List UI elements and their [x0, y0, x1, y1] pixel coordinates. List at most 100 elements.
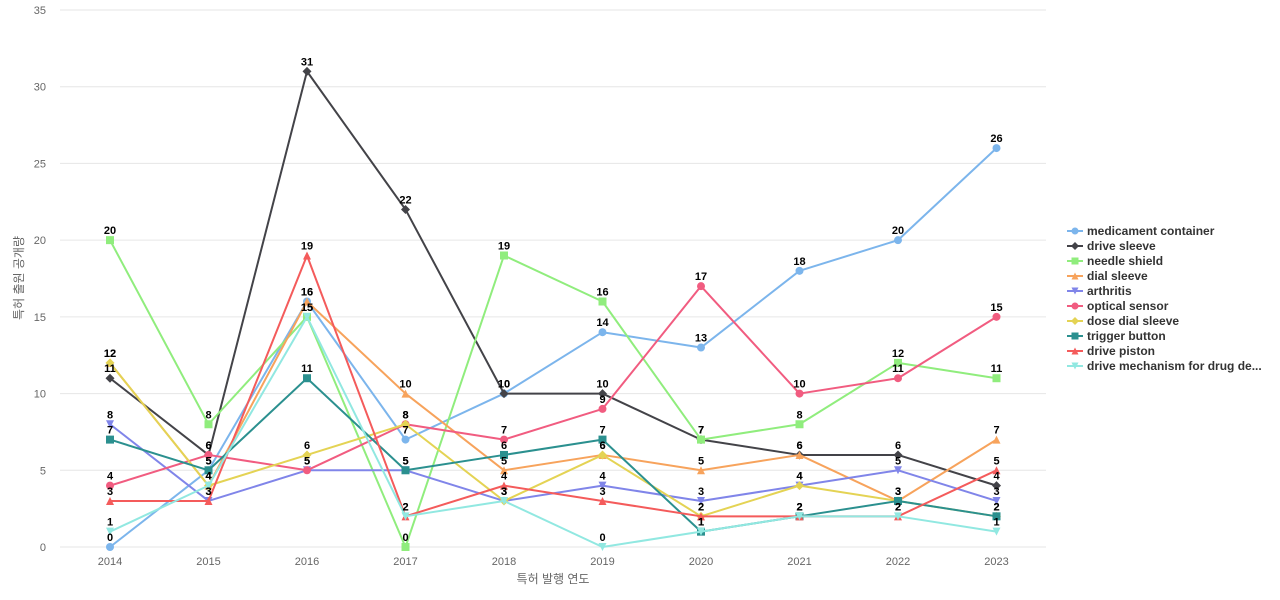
legend-item[interactable]: optical sensor — [1067, 299, 1169, 313]
data-point — [795, 389, 804, 398]
data-label: 14 — [596, 317, 609, 329]
series-line — [109, 239, 997, 548]
data-label: 5 — [698, 455, 704, 467]
data-label: 2 — [402, 501, 408, 513]
legend-item[interactable]: drive piston — [1067, 344, 1155, 358]
data-label: 19 — [301, 240, 313, 252]
legend-label: medicament container — [1087, 224, 1215, 238]
data-label: 5 — [993, 455, 999, 467]
data-label: 10 — [498, 379, 510, 391]
data-label: 8 — [205, 409, 211, 421]
legend-label: trigger button — [1087, 329, 1166, 343]
data-point — [894, 512, 902, 521]
data-point — [697, 435, 705, 444]
data-label: 3 — [205, 486, 211, 498]
data-point — [106, 481, 114, 490]
data-point — [894, 496, 902, 505]
data-point — [401, 466, 410, 475]
data-point — [303, 297, 311, 306]
data-label: 5 — [304, 455, 310, 467]
data-point — [894, 358, 902, 367]
data-label: 20 — [104, 225, 116, 237]
data-label: 3 — [501, 486, 507, 498]
data-point — [697, 496, 705, 505]
data-label: 7 — [501, 425, 507, 437]
x-tick-label: 2018 — [492, 556, 516, 568]
data-point — [106, 543, 114, 551]
data-label: 2 — [895, 501, 901, 513]
y-tick-label: 0 — [40, 542, 46, 554]
data-point — [992, 374, 1001, 383]
series-9 — [106, 312, 1001, 551]
data-point — [302, 66, 312, 76]
data-point — [598, 450, 607, 460]
data-label: 8 — [402, 409, 408, 421]
data-point — [204, 450, 213, 459]
series-0 — [106, 144, 1001, 551]
data-label: 11 — [991, 363, 1003, 375]
y-tick-label: 20 — [34, 235, 46, 247]
series-8 — [106, 251, 1001, 521]
data-label: 26 — [990, 133, 1002, 145]
data-point — [598, 496, 607, 505]
x-tick-label: 2022 — [886, 556, 910, 568]
data-label: 8 — [402, 409, 408, 421]
x-tick-label: 2014 — [98, 556, 122, 568]
data-label: 17 — [695, 271, 707, 283]
data-label: 2 — [993, 501, 999, 513]
data-point — [500, 496, 508, 505]
data-point — [697, 282, 705, 291]
data-point — [106, 236, 114, 245]
legend-item[interactable]: drive sleeve — [1067, 239, 1156, 253]
legend-marker-icon — [1071, 347, 1079, 355]
data-label: 1 — [993, 517, 999, 529]
data-label: 6 — [205, 440, 211, 452]
data-point — [204, 496, 213, 505]
data-point — [106, 496, 114, 505]
legend-marker-icon — [1071, 272, 1079, 280]
data-point — [302, 450, 312, 460]
data-label: 10 — [498, 379, 510, 391]
x-axis-title: 특허 발행 연도 — [517, 571, 590, 586]
data-point — [992, 512, 1001, 521]
data-label: 10 — [596, 379, 608, 391]
legend-item[interactable]: dose dial sleeve — [1067, 314, 1179, 328]
data-label: 7 — [599, 425, 605, 437]
data-label: 6 — [501, 440, 507, 452]
data-point — [697, 512, 705, 521]
data-label: 15 — [301, 302, 313, 314]
data-point — [795, 481, 804, 491]
data-label: 16 — [301, 287, 313, 299]
data-label: 5 — [501, 455, 507, 467]
legend-item[interactable]: dial sleeve — [1067, 269, 1148, 283]
data-point — [598, 481, 607, 490]
data-label: 16 — [301, 287, 313, 299]
data-label: 4 — [205, 471, 212, 483]
legend-item[interactable]: drive mechanism for drug de... — [1067, 359, 1262, 373]
series-line — [109, 315, 997, 548]
data-point — [992, 144, 1001, 153]
data-label: 6 — [895, 440, 901, 452]
data-point — [697, 466, 705, 475]
legend-item[interactable]: needle shield — [1067, 254, 1163, 268]
data-label: 10 — [399, 379, 411, 391]
data-label: 3 — [895, 486, 901, 498]
legend-label: dial sleeve — [1087, 269, 1148, 283]
data-label: 2 — [698, 501, 704, 513]
data-label: 13 — [695, 333, 707, 345]
data-point — [401, 543, 410, 551]
data-point — [500, 466, 508, 475]
x-tick-label: 2019 — [590, 556, 614, 568]
data-point — [795, 266, 804, 275]
legend-item[interactable]: trigger button — [1067, 329, 1166, 343]
data-label: 12 — [104, 348, 116, 360]
legend-marker-icon — [1071, 257, 1079, 265]
legend-item[interactable]: medicament container — [1067, 224, 1215, 238]
legend-item[interactable]: arthritis — [1067, 284, 1132, 298]
data-point — [894, 374, 902, 383]
data-label: 11 — [892, 363, 904, 375]
data-point — [204, 466, 213, 475]
data-label: 2 — [895, 501, 901, 513]
legend-marker-icon — [1071, 317, 1079, 325]
